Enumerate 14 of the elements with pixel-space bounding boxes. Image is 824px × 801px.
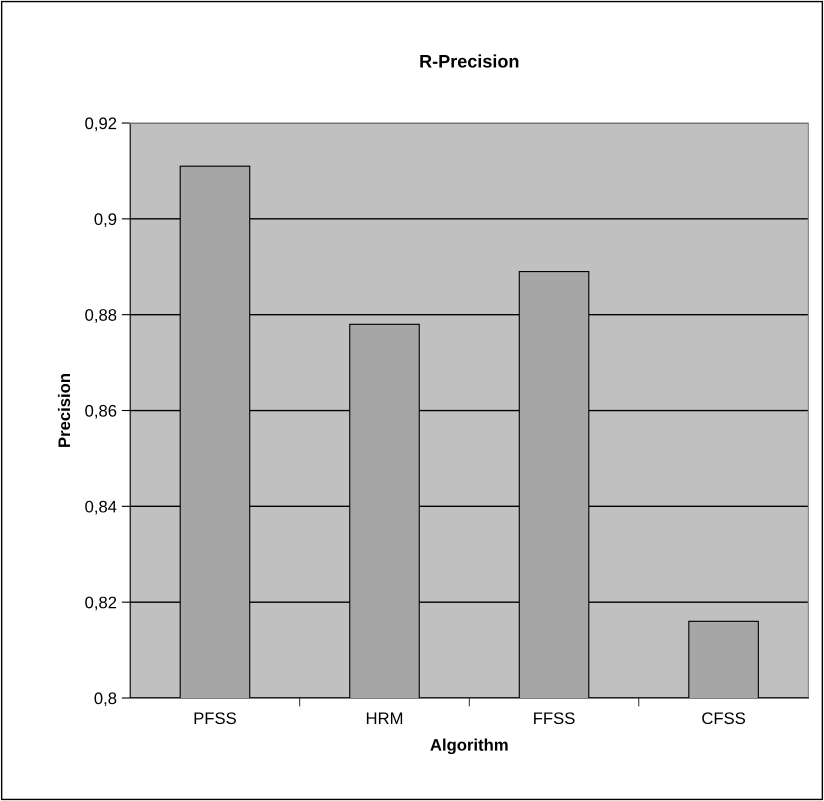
x-axis-title: Algorithm	[430, 738, 508, 754]
y-axis-title: Precision	[58, 374, 70, 447]
y-tick-label: 0,88	[85, 309, 116, 323]
y-tick-label: 0,9	[94, 213, 116, 228]
x-tick-label: FFSS	[534, 712, 575, 724]
y-tick-label: 0,82	[85, 596, 116, 610]
x-tick-label: PFSS	[194, 712, 236, 724]
y-tick-label: 0,8	[94, 692, 116, 706]
chart-title: R-Precision	[420, 54, 518, 68]
y-tick-label: 0,84	[85, 500, 117, 515]
x-tick-label: HRM	[366, 712, 402, 724]
y-tick-label: 0,86	[85, 404, 116, 419]
y-tick-label: 0,92	[85, 117, 116, 132]
x-tick-label: CFSS	[702, 712, 746, 724]
